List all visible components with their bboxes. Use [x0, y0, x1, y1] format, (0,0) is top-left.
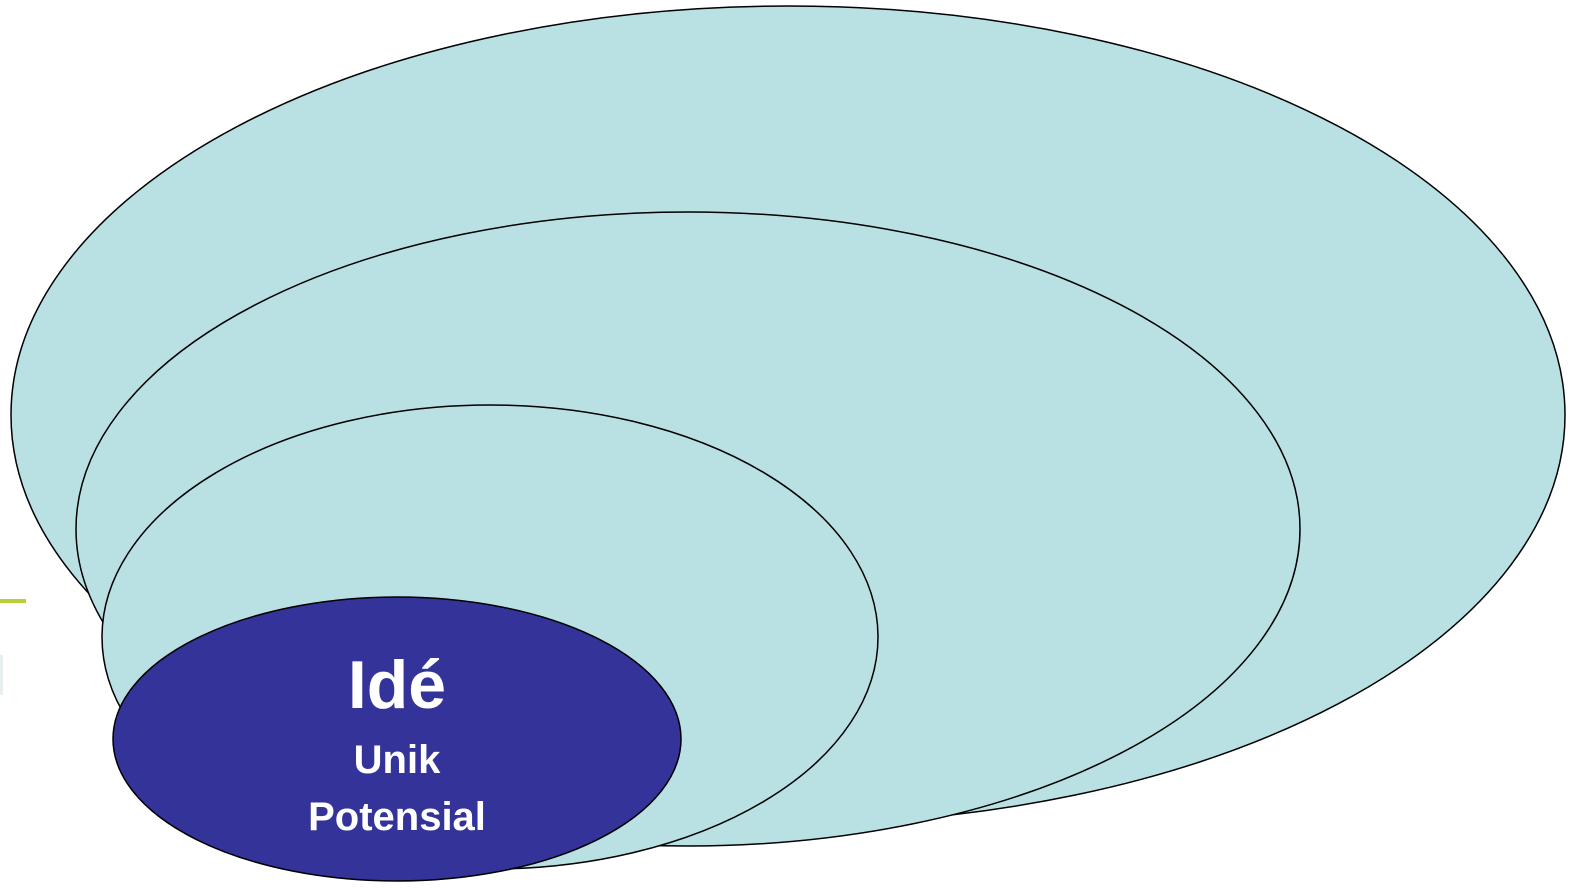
idea-line-potensial: Potensial	[308, 795, 486, 839]
accent-tick-decoration	[0, 655, 3, 695]
idea-line-unik: Unik	[354, 738, 441, 782]
idea-title: Idé	[348, 647, 446, 723]
accent-line-decoration	[0, 599, 26, 603]
ellipse-idea-core	[112, 596, 682, 882]
